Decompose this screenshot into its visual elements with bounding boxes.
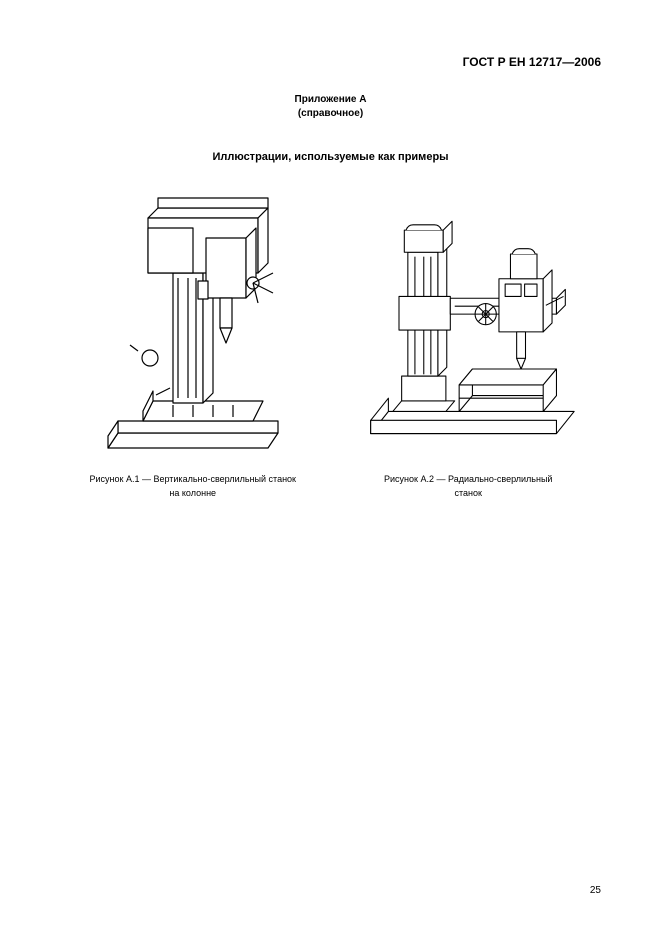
figure-a1-caption-prefix: Рисунок А.1 — (90, 474, 154, 484)
figure-a1-caption-line1: Вертикально-сверлильный станок (153, 474, 296, 484)
figure-a2-illustration (353, 183, 583, 463)
figure-a1-illustration (78, 183, 308, 463)
figure-a2-caption-line2: станок (455, 488, 482, 498)
appendix-heading: Приложение А (справочное) (60, 93, 601, 121)
figures-row: Рисунок А.1 — Вертикально-сверлильный ст… (60, 183, 601, 500)
figure-a2-caption-line1: Радиально-сверлильный (448, 474, 552, 484)
page: ГОСТ Р ЕН 12717—2006 Приложение А (справ… (0, 0, 661, 936)
appendix-label: Приложение А (60, 93, 601, 107)
figure-a1: Рисунок А.1 — Вертикально-сверлильный ст… (60, 183, 326, 500)
figure-a1-caption: Рисунок А.1 — Вертикально-сверлильный ст… (90, 473, 297, 500)
page-number: 25 (590, 885, 601, 896)
section-title: Иллюстрации, используемые как примеры (60, 151, 601, 163)
figure-a2: Рисунок А.2 — Радиально-сверлильный стан… (336, 183, 602, 500)
figure-a2-caption: Рисунок А.2 — Радиально-сверлильный стан… (384, 473, 552, 500)
figure-a1-caption-line2: на колонне (169, 488, 216, 498)
figure-a2-caption-prefix: Рисунок А.2 — (384, 474, 448, 484)
appendix-note: (справочное) (60, 107, 601, 121)
document-standard-code: ГОСТ Р ЕН 12717—2006 (60, 55, 601, 69)
